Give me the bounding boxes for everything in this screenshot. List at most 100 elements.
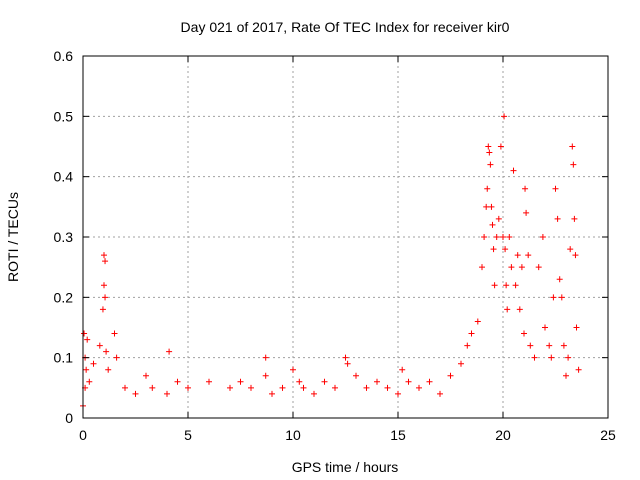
data-point [269, 390, 275, 397]
data-point [489, 221, 496, 228]
data-point [149, 384, 156, 391]
data-point [484, 185, 491, 192]
data-point [506, 234, 513, 240]
data-point [105, 366, 112, 373]
data-point [522, 185, 529, 192]
data-point [500, 234, 506, 240]
data-point [573, 324, 580, 331]
data-point [488, 203, 495, 210]
data-point [395, 390, 401, 397]
y-tick-label: 0.6 [54, 48, 74, 64]
data-point [510, 167, 517, 174]
data-point [290, 366, 296, 373]
data-point [474, 318, 481, 325]
data-point [164, 390, 170, 397]
axis-ticks [82, 55, 609, 419]
data-point [556, 276, 563, 283]
data-point [143, 372, 149, 379]
data-point [486, 149, 493, 156]
data-point [81, 330, 88, 337]
data-point [103, 348, 110, 355]
data-point [84, 336, 91, 343]
data-point [571, 215, 578, 222]
x-tick-label: 10 [285, 427, 301, 443]
data-point [384, 384, 391, 391]
data-point [502, 246, 509, 253]
data-point [90, 360, 97, 367]
data-point [99, 306, 106, 313]
data-point [374, 378, 380, 385]
data-point [447, 372, 454, 379]
x-tick-label: 20 [495, 427, 511, 443]
data-point [558, 294, 565, 301]
x-tick-label: 15 [390, 427, 406, 443]
data-point [111, 330, 118, 337]
data-point [481, 234, 488, 240]
data-point [503, 282, 510, 289]
data-point [539, 234, 546, 240]
data-point [516, 306, 523, 313]
data-point [504, 306, 511, 313]
data-point [491, 282, 498, 289]
data-point [101, 282, 107, 289]
data-point [86, 378, 93, 385]
data-point [518, 264, 525, 271]
data-point [332, 384, 338, 391]
data-point [485, 143, 492, 150]
data-point [206, 378, 212, 385]
data-point [321, 378, 328, 385]
data-point [132, 390, 139, 397]
data-point [542, 324, 548, 331]
data-point [464, 342, 471, 349]
data-point [102, 294, 109, 301]
data-point [493, 234, 500, 240]
data-point [113, 354, 120, 361]
x-tick-label: 25 [600, 427, 616, 443]
data-point [490, 246, 497, 253]
data-point [483, 203, 490, 210]
data-point [279, 384, 286, 391]
data-point [227, 384, 233, 391]
tick-labels: 0 5 10 15 20 25 0 0.1 0.2 0.3 0.4 0.5 0.6 [54, 48, 616, 443]
data-point [531, 354, 538, 361]
data-point [523, 209, 530, 216]
data-point [416, 384, 422, 391]
data-point [572, 252, 579, 259]
data-point [563, 372, 569, 379]
data-point [458, 360, 464, 367]
data-point [554, 215, 561, 222]
data-point [344, 360, 351, 367]
data-point [262, 354, 269, 361]
data-point [468, 330, 475, 337]
data-point [527, 342, 534, 349]
data-point [497, 143, 504, 150]
data-point [122, 384, 128, 391]
data-point [546, 342, 553, 349]
data-point [185, 384, 191, 391]
data-point [248, 384, 254, 391]
data-point [426, 378, 433, 385]
data-point [495, 215, 502, 222]
data-point [508, 264, 515, 271]
data-point [479, 264, 485, 271]
y-tick-label: 0.1 [54, 350, 74, 366]
y-tick-label: 0.3 [54, 229, 74, 245]
data-point [237, 378, 244, 385]
data-point [96, 342, 103, 349]
data-point [514, 252, 521, 259]
data-point [342, 354, 349, 361]
chart-title: Day 021 of 2017, Rate Of TEC Index for r… [181, 19, 510, 35]
data-point [552, 185, 559, 192]
y-axis-label: ROTI / TECUs [5, 192, 21, 282]
data-point [575, 366, 582, 373]
x-tick-label: 0 [79, 427, 87, 443]
data-point [166, 348, 173, 355]
data-point [548, 354, 555, 361]
x-axis-label: GPS time / hours [292, 459, 399, 475]
y-tick-label: 0.4 [54, 169, 74, 185]
data-point [501, 113, 508, 120]
x-tick-label: 5 [184, 427, 192, 443]
data-point [550, 294, 557, 301]
data-point [102, 258, 109, 265]
